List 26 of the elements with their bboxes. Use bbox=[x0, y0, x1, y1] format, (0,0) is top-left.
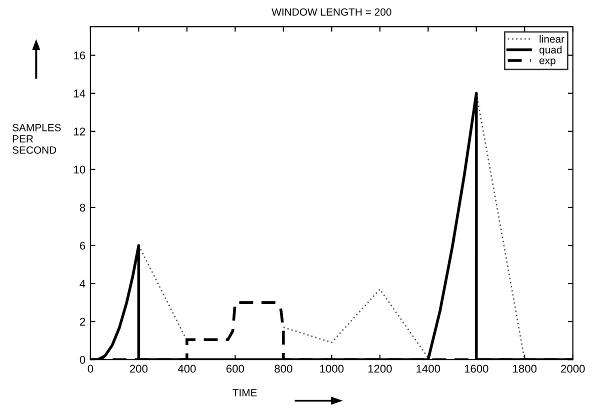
y-tick-label: 4 bbox=[80, 280, 86, 288]
y-tick-label: 2 bbox=[80, 318, 86, 326]
y-axis-title: SAMPLES PER SECOND bbox=[12, 124, 61, 154]
y-tick-label: 10 bbox=[74, 166, 86, 174]
x-tick-label: 200 bbox=[130, 364, 148, 373]
x-tick-label: 1800 bbox=[513, 364, 537, 373]
legend-label: quad bbox=[539, 46, 562, 56]
y-tick-label: 0 bbox=[80, 356, 86, 364]
x-tick-label: 1000 bbox=[320, 364, 344, 373]
y-tick-label: 16 bbox=[74, 52, 86, 60]
chart-title: WINDOW LENGTH = 200 bbox=[272, 8, 392, 16]
x-tick-label: 400 bbox=[178, 364, 196, 373]
y-tick-label: 8 bbox=[80, 204, 86, 212]
legend-label: exp bbox=[539, 58, 556, 66]
x-axis-title: TIME bbox=[232, 389, 257, 396]
x-tick-label: 600 bbox=[226, 364, 244, 373]
x-tick-label: 0 bbox=[88, 364, 94, 373]
y-tick-label: 14 bbox=[74, 90, 86, 98]
legend-label: linear bbox=[540, 35, 564, 43]
x-tick-label: 1400 bbox=[416, 364, 440, 373]
x-tick-label: 1200 bbox=[368, 364, 392, 373]
y-tick-label: 6 bbox=[80, 242, 86, 250]
x-tick-label: 1600 bbox=[464, 364, 488, 373]
x-tick-label: 2000 bbox=[561, 364, 585, 373]
x-tick-label: 800 bbox=[274, 364, 292, 373]
y-tick-label: 12 bbox=[74, 128, 86, 136]
